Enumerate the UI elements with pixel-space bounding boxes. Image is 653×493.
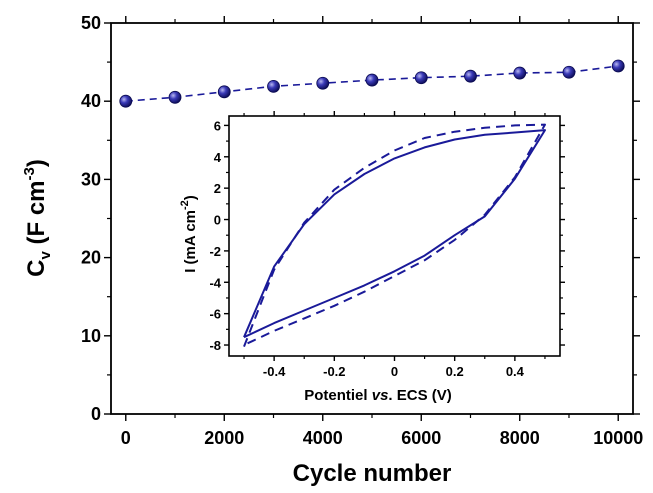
x-tick-label: 6000: [401, 428, 441, 448]
inset-x-tick-label: 0: [391, 364, 398, 379]
data-point: [267, 79, 280, 93]
y-tick-label: 30: [81, 169, 101, 189]
x-tick-label: 2000: [204, 428, 244, 448]
y-tick-label: 10: [81, 326, 101, 346]
svg-text:I (mA cm-2): I (mA cm-2): [179, 195, 199, 273]
y-axis-title: Cv (F cm-3): [21, 159, 54, 277]
inset-series-1-line: [243, 123, 546, 347]
inset-y-tick-label: -8: [209, 338, 221, 353]
y-tick-label: 40: [81, 91, 101, 111]
data-point: [513, 66, 527, 80]
data-point: [365, 73, 379, 87]
inset-plot-background: [229, 116, 560, 356]
y-tick-label: 0: [91, 404, 101, 424]
inset-x-tick-label: -0.2: [323, 364, 345, 379]
inset-series-0-line: [243, 129, 546, 339]
y-axis-title-base: C: [23, 260, 50, 277]
inset-x-axis-title: Potentiel vs. ECS (V): [304, 387, 452, 404]
inset-plot-frame: [228, 115, 561, 357]
inset-y-tick-label: 4: [214, 150, 222, 165]
y-tick-label: 20: [81, 248, 101, 268]
y-axis-title-subscript: v: [37, 251, 54, 260]
data-point: [562, 65, 576, 79]
y-axis-title-units: (F cm: [23, 180, 50, 244]
x-tick-label: 10000: [593, 428, 643, 448]
y-tick-label: 50: [81, 13, 101, 33]
data-point: [168, 90, 182, 104]
data-point: [611, 59, 625, 73]
series-0-line: [125, 65, 619, 102]
inset-x-tick-label: 0.4: [506, 364, 525, 379]
inset-x-tick-label: 0.2: [446, 364, 464, 379]
x-tick-label: 4000: [303, 428, 343, 448]
inset-y-tick-label: -2: [209, 244, 221, 259]
inset-y-axis-title: I (mA cm-2): [179, 195, 199, 273]
data-point: [119, 94, 133, 108]
inset-x-tick-label: -0.4: [263, 364, 286, 379]
plot-frame: [110, 22, 634, 415]
y-axis-title-units-close: ): [23, 159, 50, 167]
inset-y-tick-label: 6: [214, 118, 221, 133]
x-tick-label: 0: [121, 428, 131, 448]
data-point: [414, 71, 428, 85]
inset-y-tick-label: -6: [209, 307, 221, 322]
y-axis-title-units-superscript: -3: [21, 167, 38, 180]
x-axis-title: Cycle number: [293, 460, 452, 487]
data-point: [316, 76, 330, 90]
inset-y-tick-label: -4: [209, 275, 221, 290]
x-tick-label: 8000: [500, 428, 540, 448]
svg-text:Cv (F cm-3): Cv (F cm-3): [21, 159, 54, 277]
data-point: [217, 85, 231, 99]
inset-y-tick-label: 0: [214, 213, 221, 228]
inset-plot-area: -0.4 -0.2 0 0.2 0.4 -8 -6 -4 -2 0 2 4 6: [209, 111, 565, 379]
data-point: [464, 69, 477, 83]
inset-y-tick-label: 2: [214, 181, 221, 196]
